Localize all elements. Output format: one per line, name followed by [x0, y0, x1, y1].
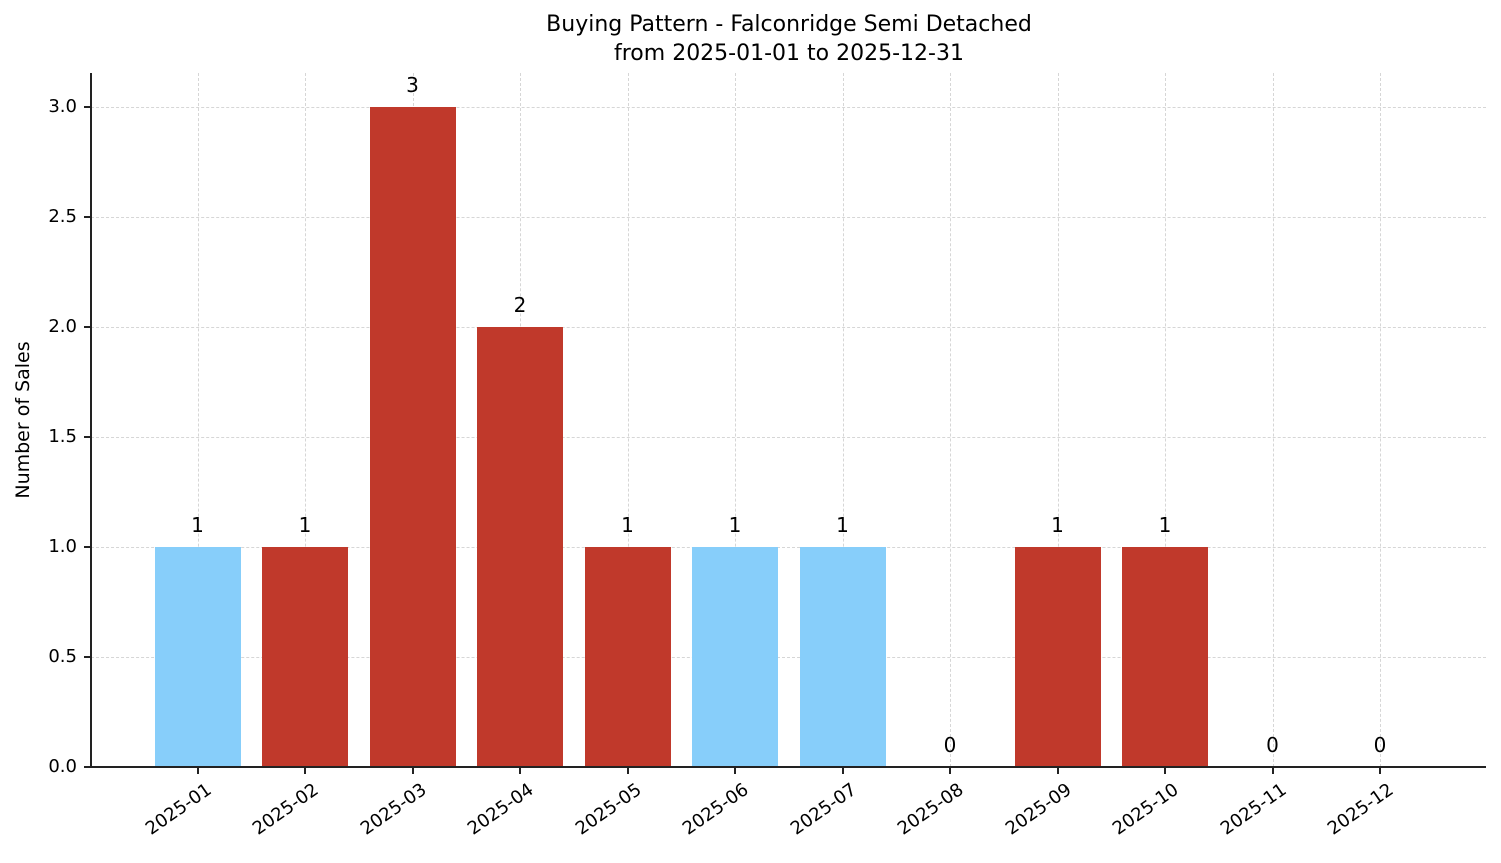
y-axis-label: Number of Sales	[12, 341, 34, 499]
y-tick-mark	[84, 656, 90, 658]
vertical-gridline	[842, 73, 844, 767]
vertical-gridline	[305, 73, 306, 767]
bar-value-label: 1	[621, 513, 634, 537]
bar-value-label: 0	[1266, 733, 1279, 757]
bar-value-label: 1	[728, 513, 742, 537]
x-tick-mark	[196, 767, 199, 774]
x-tick-mark	[1379, 767, 1381, 774]
y-tick-label: 2.0	[48, 316, 77, 337]
bar-2025-09	[1014, 547, 1101, 767]
y-tick-mark	[84, 216, 90, 218]
bar-value-label: 3	[406, 73, 419, 97]
bar-2025-02	[262, 547, 348, 767]
bar-2025-10	[1122, 547, 1208, 767]
y-tick-label: 3.0	[48, 96, 77, 117]
x-tick-label: 2025-10	[1108, 779, 1183, 840]
x-tick-label: 2025-02	[248, 779, 323, 840]
bar-value-label: 1	[1051, 513, 1064, 537]
x-tick-mark	[841, 767, 844, 774]
bar-2025-06	[692, 547, 778, 767]
chart-subtitle: from 2025-01-01 to 2025-12-31	[614, 41, 964, 66]
vertical-gridline	[1272, 73, 1274, 767]
chart-title-main: Buying Pattern - Falconridge Semi Detach…	[546, 12, 1032, 37]
horizontal-gridline	[91, 327, 1486, 328]
bar-2025-01	[154, 547, 241, 767]
x-axis-line	[90, 766, 1486, 768]
y-axis-line	[90, 73, 92, 768]
bar-2025-07	[799, 547, 886, 767]
y-tick-mark	[84, 546, 90, 548]
x-tick-label: 2025-04	[463, 779, 538, 840]
vertical-gridline	[197, 73, 199, 767]
y-tick-mark	[84, 106, 90, 108]
bar-value-label: 0	[943, 733, 957, 757]
x-tick-label: 2025-05	[571, 779, 645, 840]
horizontal-gridline	[91, 547, 1486, 548]
x-tick-mark	[304, 767, 306, 774]
x-tick-label: 2025-12	[1323, 779, 1398, 840]
vertical-gridline	[950, 73, 951, 767]
vertical-gridline	[1165, 73, 1166, 767]
x-tick-label: 2025-06	[678, 779, 753, 840]
bar-value-label: 0	[1373, 733, 1387, 757]
x-tick-label: 2025-08	[893, 779, 968, 840]
horizontal-gridline	[91, 437, 1486, 438]
y-tick-label: 2.5	[48, 206, 77, 227]
y-tick-mark	[84, 326, 90, 328]
horizontal-gridline	[91, 107, 1486, 108]
x-tick-mark	[626, 767, 629, 774]
y-tick-label: 1.0	[48, 536, 77, 557]
y-tick-mark	[84, 436, 90, 438]
x-tick-mark	[949, 767, 951, 774]
y-tick-label: 0.0	[48, 756, 77, 777]
chart-title: Buying Pattern - Falconridge Semi Detach…	[0, 10, 1501, 68]
x-tick-mark	[1164, 767, 1166, 774]
x-tick-label: 2025-07	[786, 779, 860, 840]
bar-2025-05	[584, 547, 671, 767]
y-tick-label: 1.5	[48, 426, 77, 447]
y-tick-label: 0.5	[48, 646, 77, 667]
vertical-gridline	[1380, 73, 1381, 767]
horizontal-gridline	[91, 217, 1486, 218]
bar-value-label: 1	[298, 513, 312, 537]
x-tick-mark	[1056, 767, 1059, 774]
x-tick-mark	[411, 767, 414, 774]
x-tick-label: 2025-03	[356, 779, 430, 840]
bar-2025-03	[369, 107, 456, 767]
x-tick-label: 2025-11	[1216, 779, 1290, 840]
x-tick-label: 2025-09	[1001, 779, 1075, 840]
vertical-gridline	[627, 73, 629, 767]
x-tick-label: 2025-01	[141, 779, 215, 840]
y-tick-mark	[84, 766, 90, 768]
bar-2025-04	[477, 327, 563, 767]
x-tick-mark	[734, 767, 736, 774]
x-tick-mark	[1271, 767, 1274, 774]
bar-value-label: 1	[836, 513, 849, 537]
vertical-gridline	[735, 73, 736, 767]
horizontal-gridline	[91, 657, 1486, 658]
vertical-gridline	[1057, 73, 1059, 767]
bar-value-label: 1	[191, 513, 204, 537]
x-tick-mark	[519, 767, 521, 774]
bar-value-label: 1	[1158, 513, 1172, 537]
bar-value-label: 2	[513, 293, 527, 317]
